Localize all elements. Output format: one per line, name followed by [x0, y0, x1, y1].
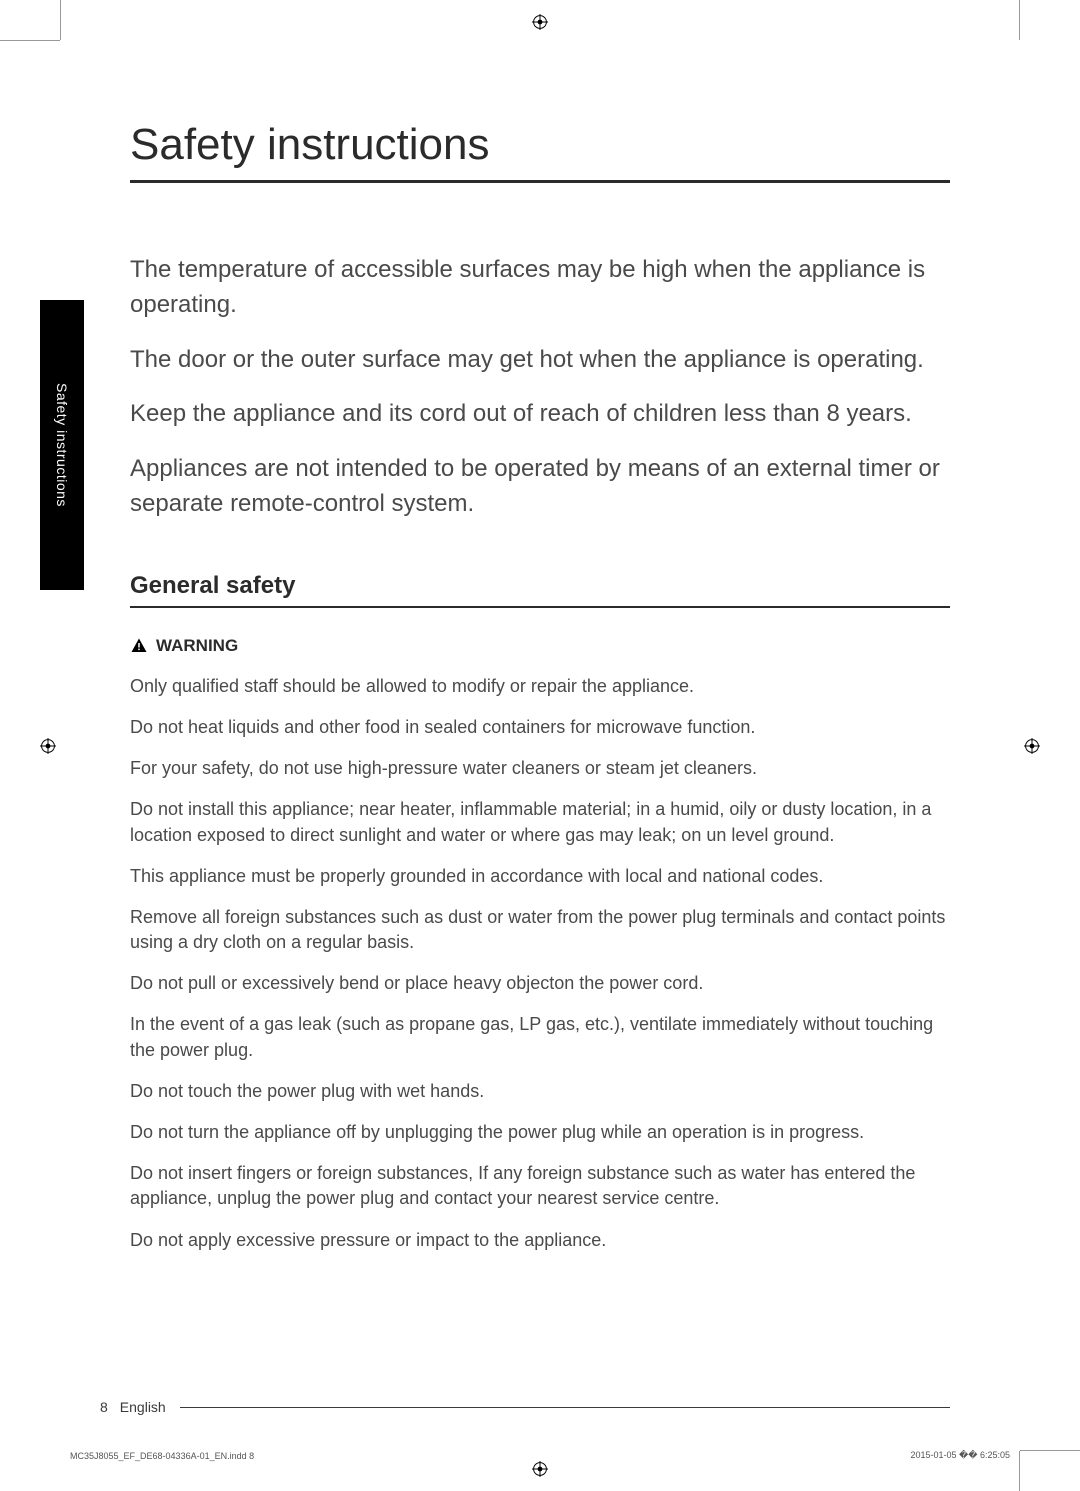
warning-text: WARNING: [156, 636, 238, 656]
intro-paragraph: Keep the appliance and its cord out of r…: [130, 397, 950, 432]
crop-mark: [1019, 0, 1020, 40]
warning-paragraph: Do not pull or excessively bend or place…: [130, 971, 950, 996]
warning-paragraph: Do not touch the power plug with wet han…: [130, 1079, 950, 1104]
warning-paragraph: Remove all foreign substances such as du…: [130, 905, 950, 955]
footer-rule: [180, 1407, 950, 1408]
page-content: Safety instructions The temperature of a…: [130, 120, 950, 1391]
print-source-label: MC35J8055_EF_DE68-04336A-01_EN.indd 8: [70, 1451, 254, 1461]
page-footer: 8 English: [100, 1399, 950, 1415]
warning-paragraph: Only qualified staff should be allowed t…: [130, 674, 950, 699]
registration-mark-icon: [532, 1461, 548, 1477]
warning-paragraph: For your safety, do not use high-pressur…: [130, 756, 950, 781]
warning-paragraph: Do not heat liquids and other food in se…: [130, 715, 950, 740]
section-tab-label: Safety instructions: [54, 383, 70, 507]
warning-list: Only qualified staff should be allowed t…: [130, 674, 950, 1253]
intro-paragraph: Appliances are not intended to be operat…: [130, 452, 950, 522]
language-label: English: [120, 1399, 166, 1415]
registration-mark-icon: [1024, 738, 1040, 754]
warning-label: WARNING: [130, 636, 950, 656]
warning-paragraph: Do not install this appliance; near heat…: [130, 797, 950, 847]
intro-block: The temperature of accessible surfaces m…: [130, 253, 950, 522]
intro-paragraph: The door or the outer surface may get ho…: [130, 343, 950, 378]
registration-mark-icon: [532, 14, 548, 30]
warning-icon: [130, 637, 148, 655]
intro-paragraph: The temperature of accessible surfaces m…: [130, 253, 950, 323]
warning-paragraph: Do not insert fingers or foreign substan…: [130, 1161, 950, 1211]
crop-mark: [60, 0, 61, 40]
section-heading: General safety: [130, 572, 950, 608]
section-tab: Safety instructions: [40, 300, 84, 590]
crop-mark: [1019, 1451, 1020, 1491]
warning-paragraph: In the event of a gas leak (such as prop…: [130, 1012, 950, 1062]
crop-mark: [0, 40, 60, 41]
crop-mark: [1020, 1450, 1080, 1451]
warning-paragraph: Do not turn the appliance off by unplugg…: [130, 1120, 950, 1145]
print-timestamp-label: 2015-01-05 �� 6:25:05: [910, 1450, 1010, 1461]
page-title: Safety instructions: [130, 120, 950, 183]
warning-paragraph: Do not apply excessive pressure or impac…: [130, 1228, 950, 1253]
page-number: 8: [100, 1399, 108, 1415]
warning-paragraph: This appliance must be properly grounded…: [130, 864, 950, 889]
registration-mark-icon: [40, 738, 56, 754]
